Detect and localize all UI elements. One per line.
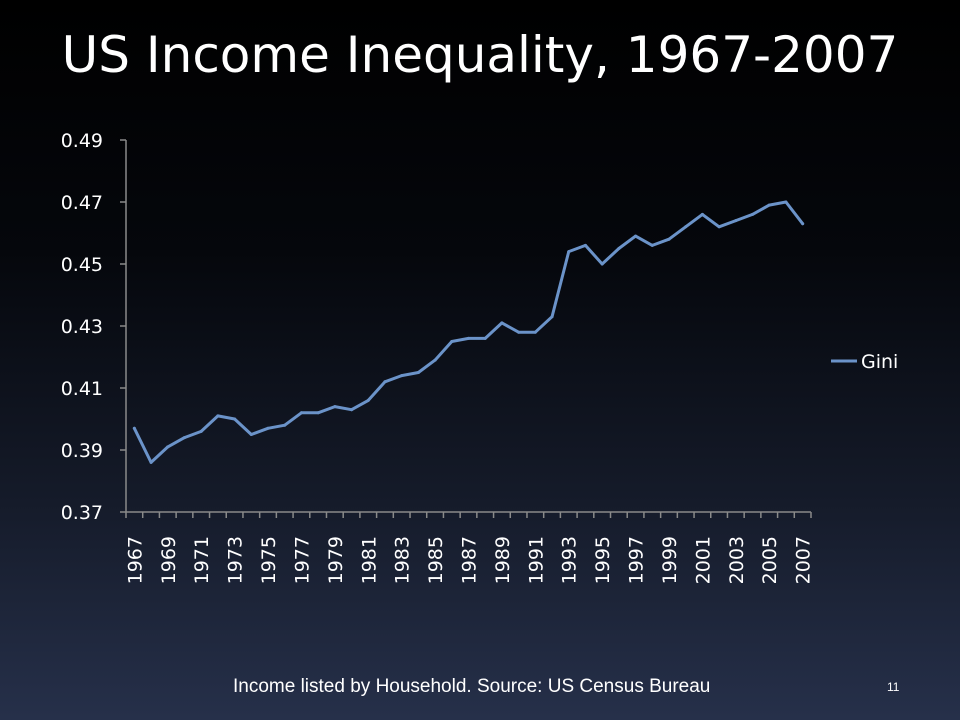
series-layer: [132, 200, 805, 464]
x-tick-label: 1987: [459, 536, 481, 584]
legend: Gini: [831, 351, 898, 373]
x-tick-label: 2001: [692, 536, 714, 584]
data-point: [550, 315, 554, 319]
y-tick-label: 0.43: [61, 316, 103, 338]
data-point: [767, 203, 771, 207]
x-tick-label: 1971: [191, 536, 213, 584]
data-point: [333, 405, 337, 409]
x-tick-label: 1985: [425, 536, 447, 584]
data-point: [166, 445, 170, 449]
series-line-gini: [132, 200, 805, 464]
x-tick-label: 1997: [626, 536, 648, 584]
data-point: [784, 200, 788, 204]
data-point: [149, 460, 153, 464]
data-point: [383, 380, 387, 384]
data-point: [233, 417, 237, 421]
x-tick-label: 1993: [559, 536, 581, 584]
x-tick-label: 1969: [158, 536, 180, 584]
y-tick-label: 0.47: [61, 192, 103, 214]
data-point: [400, 374, 404, 378]
data-point: [316, 411, 320, 415]
data-point: [600, 262, 604, 266]
y-tick-label: 0.49: [61, 130, 103, 152]
x-tick-label: 1977: [291, 536, 313, 584]
x-tick-label: 2003: [726, 536, 748, 584]
data-point: [634, 234, 638, 238]
data-point: [483, 336, 487, 340]
data-point: [700, 212, 704, 216]
data-point: [567, 250, 571, 254]
page-number: 11: [887, 680, 900, 694]
data-point: [533, 330, 537, 334]
x-tick-label: 1981: [358, 536, 380, 584]
data-point: [433, 358, 437, 362]
data-point: [199, 429, 203, 433]
data-point: [350, 408, 354, 412]
x-tick-label: 1989: [492, 536, 514, 584]
x-tick-label: 1991: [525, 536, 547, 584]
data-point: [299, 411, 303, 415]
data-point: [517, 330, 521, 334]
data-point: [182, 436, 186, 440]
x-tick-label: 1975: [258, 536, 280, 584]
y-tick-label: 0.45: [61, 254, 103, 276]
y-axis: 0.37 0.39 0.41 0.43 0.45 0.47 0.49: [61, 130, 127, 524]
data-point: [500, 321, 504, 325]
x-tick-label: 1973: [225, 536, 247, 584]
x-tick-label: 1967: [124, 536, 146, 584]
data-point: [717, 225, 721, 229]
data-point: [416, 371, 420, 374]
data-point: [684, 225, 688, 229]
data-point: [450, 340, 454, 343]
data-point: [283, 423, 287, 427]
data-point: [667, 237, 671, 241]
data-point: [366, 398, 370, 402]
data-point: [734, 219, 738, 223]
x-tick-label: 1983: [392, 536, 414, 584]
data-point: [751, 212, 755, 216]
x-tick-label: 1995: [592, 536, 614, 584]
source-footnote: Income listed by Household. Source: US C…: [233, 676, 711, 697]
data-point: [801, 222, 805, 226]
legend-label: Gini: [861, 351, 898, 373]
x-tick-label: 1999: [659, 536, 681, 584]
data-point: [132, 426, 136, 430]
data-point: [266, 426, 270, 430]
data-point: [583, 243, 587, 247]
x-axis: 1967 1969 1971 1973 1975 1977 1979 1981 1983 1985…: [124, 511, 815, 584]
slide-title: US Income Inequality, 1967-2007: [61, 26, 899, 84]
y-tick-label: 0.37: [61, 502, 103, 524]
y-tick-label: 0.41: [61, 378, 103, 400]
data-point: [467, 336, 470, 340]
data-point: [249, 433, 253, 436]
x-tick-label: 1979: [325, 536, 347, 584]
data-point: [216, 414, 220, 418]
data-point: [650, 243, 654, 247]
y-tick-label: 0.39: [61, 440, 103, 462]
x-tick-label: 2007: [793, 536, 815, 584]
x-tick-label: 2005: [759, 536, 781, 584]
data-point: [617, 247, 621, 250]
